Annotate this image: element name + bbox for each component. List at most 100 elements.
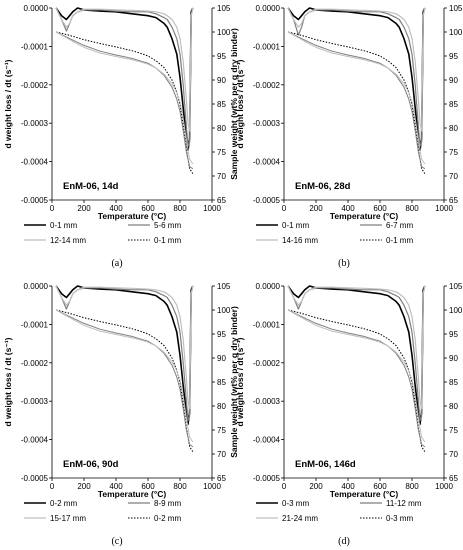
y2-tick-label: 65 xyxy=(449,196,458,205)
legend-label: 0-1 mm xyxy=(50,221,77,230)
legend: 0-1 mm 6-7 mm 14-16 mm 0-1 mm xyxy=(256,221,413,245)
series-line-5 xyxy=(287,309,426,443)
panel-annotation: EnM-06, 90d xyxy=(63,459,119,470)
legend-label: 15-17 mm xyxy=(50,514,86,523)
y2-tick-label: 75 xyxy=(217,426,226,435)
series-line-2 xyxy=(287,7,426,132)
series-line-5 xyxy=(55,31,194,165)
legend-label: 0-3 mm xyxy=(386,514,413,523)
y2-axis-title: Sample weight (wt% per g dry binder) xyxy=(461,306,463,458)
series-line-3 xyxy=(55,309,194,452)
y-tick-label: -0.0003 xyxy=(21,119,49,128)
y-tick-label: -0.0001 xyxy=(21,320,49,329)
y-tick-label: -0.0003 xyxy=(253,397,281,406)
y-tick-label: -0.0004 xyxy=(253,436,281,445)
y2-tick-label: 85 xyxy=(449,378,458,387)
panel-annotation: EnM-06, 28d xyxy=(295,181,351,192)
x-tick-label: 1000 xyxy=(435,482,453,491)
legend-label: 0-1 mm xyxy=(282,221,309,230)
y2-tick-label: 105 xyxy=(449,4,463,13)
chart-panel-a: 0 200 400 600 800 1000 0.0000 -0.0001 -0.0002 -0.… xyxy=(3,4,239,245)
y2-tick-label: 70 xyxy=(449,450,458,459)
y2-tick-label: 70 xyxy=(217,172,226,181)
y-tick-label: -0.0002 xyxy=(253,359,281,368)
legend-label: 14-16 mm xyxy=(282,236,318,245)
x-tick-label: 200 xyxy=(309,204,323,213)
y-tick-label: -0.0001 xyxy=(253,320,281,329)
y2-tick-label: 65 xyxy=(217,474,226,483)
series-line-1 xyxy=(55,7,194,147)
y-axis-title: d weight loss / dt (s⁻¹) xyxy=(3,59,13,148)
x-tick-label: 0 xyxy=(50,204,55,213)
y2-tick-label: 80 xyxy=(449,124,458,133)
series-line-2 xyxy=(55,285,194,410)
legend-label: 6-7 mm xyxy=(386,221,413,230)
series-line-0 xyxy=(55,285,194,425)
x-tick-label: 200 xyxy=(77,482,91,491)
series-line-5 xyxy=(287,31,426,165)
y2-tick-label: 95 xyxy=(217,52,226,61)
y2-tick-label: 80 xyxy=(217,402,226,411)
y-axis-title: d weight loss / dt (s⁻¹) xyxy=(235,337,245,426)
panel-annotation: EnM-06, 14d xyxy=(63,181,119,192)
y2-tick-label: 65 xyxy=(217,196,226,205)
series-line-1 xyxy=(287,7,426,147)
x-axis-title: Temperature (°C) xyxy=(330,211,399,221)
y-tick-label: -0.0003 xyxy=(21,397,49,406)
y-tick-label: -0.0005 xyxy=(21,196,49,205)
y2-tick-label: 95 xyxy=(217,330,226,339)
x-tick-label: 400 xyxy=(109,482,123,491)
y-tick-label: -0.0005 xyxy=(21,474,49,483)
legend: 0-2 mm 8-9 mm 15-17 mm 0-2 mm xyxy=(24,499,181,523)
y2-tick-label: 70 xyxy=(449,172,458,181)
y2-tick-label: 85 xyxy=(217,100,226,109)
x-tick-label: 1000 xyxy=(203,204,221,213)
y2-tick-label: 105 xyxy=(217,282,231,291)
y2-tick-label: 100 xyxy=(217,28,231,37)
y2-tick-label: 80 xyxy=(217,124,226,133)
series-line-0 xyxy=(287,285,426,425)
x-tick-label: 0 xyxy=(282,482,287,491)
series-line-2 xyxy=(287,285,426,410)
y-axis-title: d weight loss / dt (s⁻¹) xyxy=(235,59,245,148)
panel-label-d: (d) xyxy=(338,536,350,547)
x-tick-label: 0 xyxy=(50,482,55,491)
y-tick-label: -0.0002 xyxy=(21,359,49,368)
x-tick-label: 600 xyxy=(141,204,155,213)
x-axis-title: Temperature (°C) xyxy=(98,211,167,221)
x-tick-label: 400 xyxy=(341,482,355,491)
y-axis-title: d weight loss / dt (s⁻¹) xyxy=(3,337,13,426)
series-line-4 xyxy=(287,31,426,170)
series-line-3 xyxy=(55,31,194,174)
y2-tick-label: 80 xyxy=(449,402,458,411)
y2-tick-label: 105 xyxy=(449,282,463,291)
legend-label: 21-24 mm xyxy=(282,514,318,523)
y2-tick-label: 95 xyxy=(449,52,458,61)
x-tick-label: 200 xyxy=(309,482,323,491)
series-line-4 xyxy=(55,309,194,448)
x-axis-title: Temperature (°C) xyxy=(98,489,167,499)
y2-tick-label: 75 xyxy=(449,426,458,435)
series-line-2 xyxy=(55,7,194,132)
y2-tick-label: 100 xyxy=(449,306,463,315)
legend-label: 0-2 mm xyxy=(154,514,181,523)
legend: 0-3 mm 11-12 mm 21-24 mm 0-3 mm xyxy=(256,499,422,523)
series-line-3 xyxy=(287,309,426,452)
legend-label: 12-14 mm xyxy=(50,236,86,245)
series-line-4 xyxy=(55,31,194,170)
panel-label-b: (b) xyxy=(338,258,350,269)
legend-label: 8-9 mm xyxy=(154,499,181,508)
y-tick-label: -0.0005 xyxy=(253,474,281,483)
y2-tick-label: 105 xyxy=(217,4,231,13)
chart-panel-d: 0 200 400 600 800 1000 0.0000 -0.0001 -0.0002 -0.… xyxy=(235,282,463,523)
y2-tick-label: 90 xyxy=(449,76,458,85)
y-tick-label: -0.0004 xyxy=(21,436,49,445)
y-tick-label: -0.0002 xyxy=(253,81,281,90)
legend-label: 0-1 mm xyxy=(386,236,413,245)
y2-axis-title: Sample weight (wt% per g dry binder) xyxy=(229,306,239,458)
series-line-4 xyxy=(287,309,426,448)
y-tick-label: -0.0004 xyxy=(21,158,49,167)
y2-tick-label: 90 xyxy=(449,354,458,363)
x-tick-label: 400 xyxy=(341,204,355,213)
